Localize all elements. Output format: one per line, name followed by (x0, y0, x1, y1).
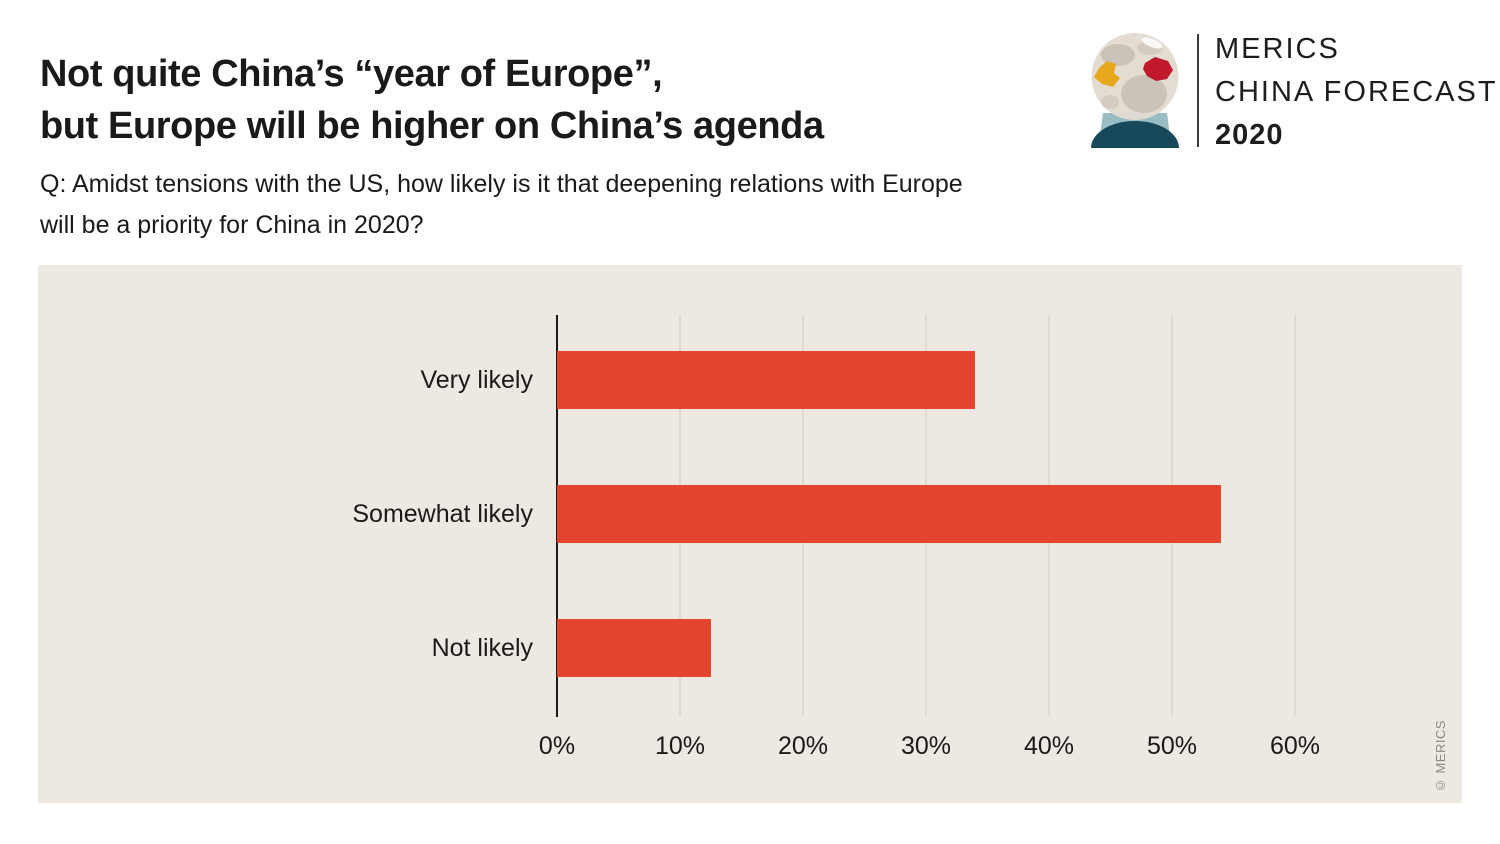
bar-not-likely (557, 619, 711, 677)
x-tick-label: 60% (1269, 732, 1321, 760)
page-title-line1: Not quite China’s “year of Europe”, (40, 53, 663, 95)
crystal-ball-globe-icon (1091, 33, 1179, 148)
logo-product: CHINA FORECAST (1215, 76, 1498, 108)
gridline-60 (1294, 315, 1296, 716)
merics-logo: MERICS CHINA FORECAST 2020 (1080, 28, 1496, 153)
category-label: Somewhat likely (352, 500, 533, 528)
survey-question-line2: will be a priority for China in 2020? (40, 211, 424, 239)
page-title: Not quite China’s “year of Europe”, but … (40, 48, 824, 152)
x-tick-label: 30% (900, 732, 952, 760)
plot-area: Very likely Somewhat likely Not likely 0% 10… (38, 265, 1462, 803)
category-label: Very likely (420, 366, 533, 394)
logo-divider (1197, 34, 1199, 147)
survey-question: Q: Amidst tensions with the US, how like… (40, 164, 963, 246)
x-tick-label: 0% (538, 732, 576, 760)
survey-question-line1: Q: Amidst tensions with the US, how like… (40, 170, 963, 198)
x-tick-label: 10% (654, 732, 706, 760)
logo-org: MERICS (1215, 33, 1340, 65)
x-tick-label: 50% (1146, 732, 1198, 760)
category-label: Not likely (431, 634, 533, 662)
chart-panel: Very likely Somewhat likely Not likely 0% 10… (38, 265, 1462, 803)
bar-somewhat-likely (557, 485, 1222, 543)
logo-year: 2020 (1215, 119, 1284, 151)
page-title-line2: but Europe will be higher on China’s age… (40, 105, 824, 147)
bar-very-likely (557, 351, 976, 409)
logo-text: MERICS CHINA FORECAST 2020 (1215, 28, 1498, 157)
copyright-credit: © MERICS (1433, 719, 1448, 793)
x-tick-label: 40% (1023, 732, 1075, 760)
x-tick-label: 20% (777, 732, 829, 760)
